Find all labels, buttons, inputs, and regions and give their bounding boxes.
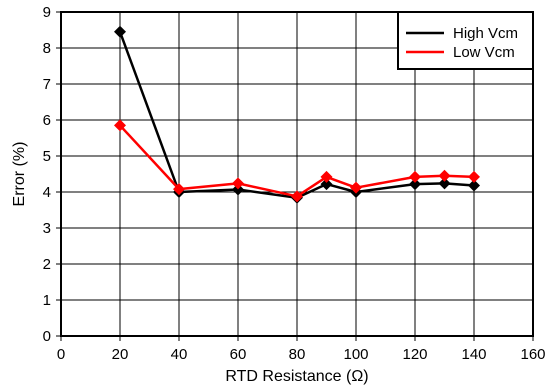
data-point-low-vcm bbox=[350, 181, 362, 194]
y-tick-label: 9 bbox=[43, 4, 51, 21]
data-point-high-vcm bbox=[232, 183, 244, 196]
series-layer bbox=[114, 25, 480, 204]
legend: High Vcm Low Vcm bbox=[397, 11, 534, 70]
x-tick-label: 120 bbox=[402, 346, 427, 363]
data-point-low-vcm bbox=[468, 170, 480, 183]
x-tick-label: 60 bbox=[230, 346, 247, 363]
y-tick-label: 3 bbox=[43, 220, 51, 237]
y-tick-label: 5 bbox=[43, 148, 51, 165]
legend-label-high-vcm: High Vcm bbox=[453, 25, 518, 42]
x-tick-label: 160 bbox=[520, 346, 545, 363]
data-point-low-vcm bbox=[173, 183, 185, 196]
data-point-low-vcm bbox=[320, 170, 333, 183]
legend-label-low-vcm: Low Vcm bbox=[453, 44, 515, 61]
x-axis-title: RTD Resistance (Ω) bbox=[225, 368, 368, 385]
y-tick-labels: 0 1 2 3 4 5 6 7 8 9 bbox=[43, 4, 51, 345]
plot-frame bbox=[60, 11, 534, 337]
data-point-low-vcm bbox=[291, 190, 303, 203]
data-point-high-vcm bbox=[114, 25, 126, 38]
data-point-low-vcm bbox=[114, 119, 126, 132]
x-tick-label: 100 bbox=[343, 346, 368, 363]
y-tick-label: 0 bbox=[43, 328, 51, 345]
y-tick-label: 7 bbox=[43, 76, 51, 93]
y-tick-label: 8 bbox=[43, 40, 51, 57]
legend-box bbox=[397, 11, 534, 70]
data-point-high-vcm bbox=[468, 179, 480, 192]
y-tick-label: 4 bbox=[43, 184, 51, 201]
y-tick-label: 6 bbox=[43, 112, 51, 129]
x-tick-label: 40 bbox=[171, 346, 188, 363]
x-tick-label: 0 bbox=[57, 346, 65, 363]
y-tick-label: 1 bbox=[43, 292, 51, 309]
data-point-low-vcm bbox=[438, 169, 451, 182]
y-tick-label: 2 bbox=[43, 256, 51, 273]
data-point-high-vcm bbox=[438, 177, 451, 190]
x-tick-label: 80 bbox=[289, 346, 306, 363]
x-tick-labels: 0 20 40 60 80 100 120 140 160 bbox=[57, 346, 546, 363]
data-point-low-vcm bbox=[232, 177, 244, 190]
data-point-low-vcm bbox=[409, 170, 421, 183]
x-tick-label: 20 bbox=[112, 346, 129, 363]
data-point-high-vcm bbox=[320, 178, 333, 191]
data-point-high-vcm bbox=[409, 178, 421, 191]
x-tick-label: 140 bbox=[461, 346, 486, 363]
y-axis-title: Error (%) bbox=[11, 142, 28, 207]
